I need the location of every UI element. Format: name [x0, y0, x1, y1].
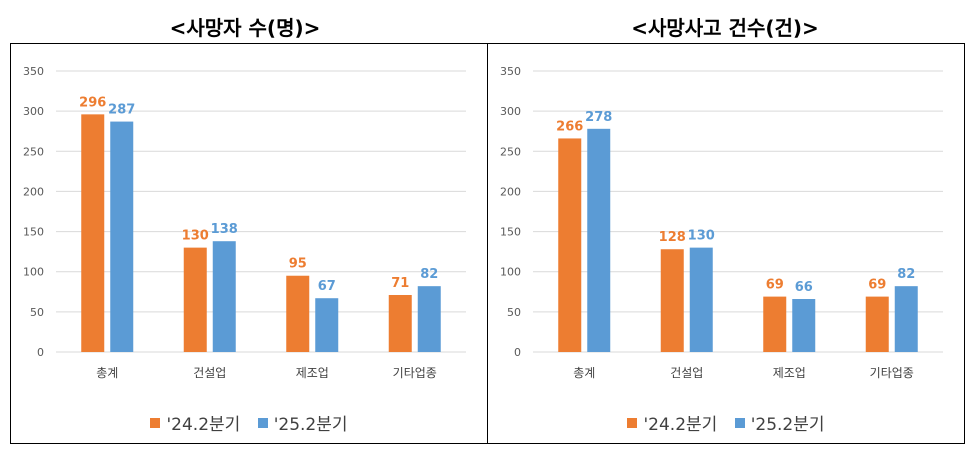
y-tick-label: 0 — [514, 346, 521, 359]
chart-title-fatal-accidents: <사망사고 건수(건)> — [631, 16, 819, 40]
y-tick-label: 300 — [23, 105, 44, 118]
data-label-2025: 138 — [211, 222, 238, 237]
y-tick-label: 0 — [37, 346, 44, 359]
data-label-2024: 69 — [868, 278, 886, 293]
bar-2024 — [286, 275, 310, 352]
data-label-2025: 287 — [108, 103, 135, 118]
bar-2025 — [315, 298, 339, 352]
y-tick-label: 100 — [23, 266, 44, 279]
y-tick-label: 100 — [500, 266, 521, 279]
x-category-label: 제조업 — [296, 366, 329, 380]
y-tick-label: 250 — [500, 145, 521, 158]
data-label-2024: 266 — [556, 119, 583, 134]
legend-label-2025: '25.2분기 — [273, 415, 348, 435]
data-label-2024: 71 — [391, 276, 409, 291]
bar-2025 — [792, 299, 816, 352]
y-tick-label: 200 — [23, 185, 44, 198]
data-label-2024: 69 — [766, 278, 784, 293]
data-label-2024: 128 — [659, 230, 686, 245]
x-category-label: 기타업종 — [870, 366, 914, 380]
x-category-label: 건설업 — [193, 366, 226, 380]
y-tick-label: 50 — [507, 306, 521, 319]
legend-item-2024: '24.2분기 — [627, 410, 717, 435]
bar-chart-deaths: 0 50 100 150 200 250 300 350 296 287 총계 130 138 건설업 95… — [23, 65, 466, 380]
data-label-2025: 130 — [688, 229, 715, 244]
bar-2025 — [417, 286, 441, 352]
legend-label-2025: '25.2분기 — [750, 415, 825, 435]
data-label-2025: 82 — [897, 267, 915, 282]
x-category-label: 총계 — [96, 366, 118, 380]
bar-2024 — [388, 294, 412, 352]
data-label-2025: 82 — [420, 267, 438, 282]
legend-swatch-2025 — [734, 417, 745, 428]
bar-2024 — [660, 249, 684, 352]
data-label-2024: 95 — [289, 257, 307, 272]
y-tick-label: 250 — [23, 145, 44, 158]
data-label-2024: 130 — [182, 229, 209, 244]
legend-item-2024: '24.2분기 — [150, 410, 240, 435]
x-category-label: 건설업 — [670, 366, 703, 380]
bar-2025 — [212, 241, 236, 352]
legend-label-2024: '24.2분기 — [166, 415, 241, 435]
legend-label-2024: '24.2분기 — [643, 415, 718, 435]
data-label-2025: 278 — [585, 110, 612, 125]
y-tick-label: 350 — [500, 65, 521, 78]
y-tick-label: 300 — [500, 105, 521, 118]
legend-swatch-2025 — [257, 417, 268, 428]
legend-item-2025: '25.2분기 — [734, 410, 825, 435]
chart-panel-deaths: 0 50 100 150 200 250 300 350 296 287 총계 130 138 건설업 95… — [10, 43, 488, 444]
bar-2024 — [558, 138, 582, 352]
data-label-2024: 296 — [79, 95, 106, 110]
bar-2025 — [110, 121, 134, 352]
y-tick-label: 200 — [500, 185, 521, 198]
chart-legend: '24.2분기 '25.2분기 — [488, 410, 964, 435]
bar-2025 — [894, 286, 918, 352]
chart-panel-fatal-accidents: 0 50 100 150 200 250 300 350 266 278 총계 128 130 건설업 69… — [487, 43, 965, 444]
bar-2024 — [865, 296, 889, 352]
bar-2025 — [689, 247, 713, 352]
data-label-2025: 67 — [318, 279, 336, 294]
y-tick-label: 50 — [30, 306, 44, 319]
bar-2024 — [763, 296, 787, 352]
bar-2025 — [587, 128, 611, 352]
y-tick-label: 150 — [500, 226, 521, 239]
bar-2024 — [81, 114, 105, 353]
y-tick-label: 350 — [23, 65, 44, 78]
x-category-label: 제조업 — [773, 366, 806, 380]
x-category-label: 기타업종 — [393, 366, 437, 380]
chart-legend: '24.2분기 '25.2분기 — [11, 410, 487, 435]
legend-swatch-2024 — [150, 417, 161, 428]
x-category-label: 총계 — [573, 366, 595, 380]
data-label-2025: 66 — [795, 280, 813, 295]
legend-item-2025: '25.2분기 — [257, 410, 348, 435]
y-tick-label: 150 — [23, 226, 44, 239]
bar-2024 — [183, 247, 207, 352]
legend-swatch-2024 — [627, 417, 638, 428]
chart-title-deaths: <사망자 수(명)> — [169, 16, 321, 40]
